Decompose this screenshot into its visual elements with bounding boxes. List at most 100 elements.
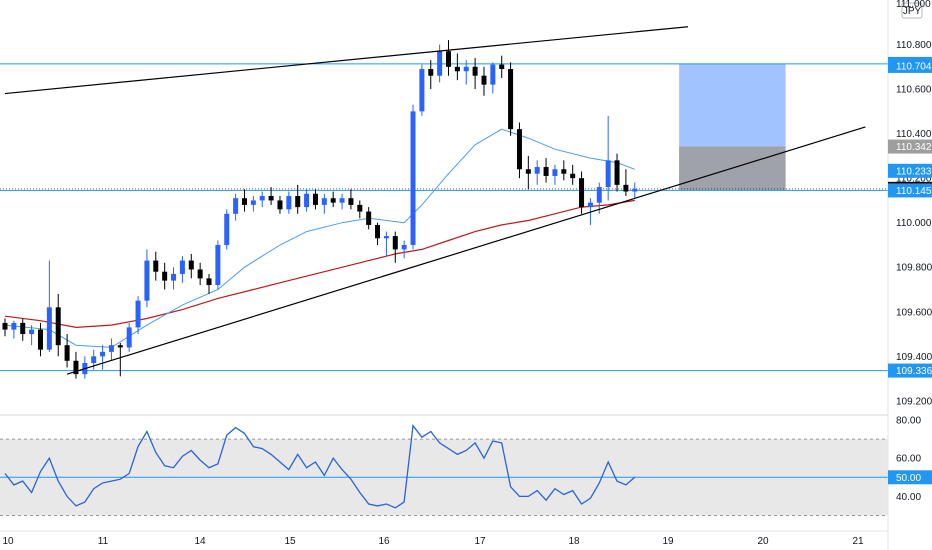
candle-body [383, 236, 389, 239]
price-axis[interactable]: JPY 80.00 60.00 40.00 110.800 110.600 110.400… [887, 0, 932, 550]
price-tick-label: 109.400 [896, 352, 932, 363]
candle-body [481, 75, 487, 85]
currency-badge[interactable] [901, 2, 923, 19]
candle-body [250, 200, 256, 205]
candle-body [579, 178, 585, 208]
candle-body [339, 198, 345, 203]
candle-body [188, 260, 194, 270]
candle-body [153, 260, 159, 272]
candle-body [490, 64, 496, 85]
candle-body [91, 356, 97, 364]
candle-body [46, 307, 52, 350]
candle-body [499, 64, 505, 70]
currency-label: JPY [903, 6, 922, 17]
trend-lines[interactable] [4, 26, 866, 375]
rsi-tick-label: 80.00 [896, 416, 921, 427]
price-tag-label: 110.342 [896, 142, 932, 153]
price-tick-label: 110.800 [896, 40, 932, 51]
candle-body [437, 51, 443, 76]
time-tick-label: 18 [568, 536, 580, 547]
candle-body [117, 345, 123, 348]
candle-body [268, 195, 274, 201]
rsi-tick-label: 40.00 [896, 492, 921, 503]
time-tick-label: 14 [194, 536, 206, 547]
time-tick-label: 15 [284, 536, 296, 547]
candle-body [348, 198, 354, 205]
time-tick-label: 10 [2, 536, 14, 547]
candle-body [179, 260, 185, 274]
candle-body [472, 66, 478, 76]
lower-trendline[interactable] [66, 126, 866, 375]
candle-body [463, 66, 469, 72]
rsi-value-tag [888, 470, 932, 485]
candle-body [100, 351, 106, 357]
moving-averages [4, 128, 635, 348]
candle-body [525, 169, 531, 174]
candlesticks [2, 40, 638, 379]
ma-fast-line [4, 128, 635, 348]
candle-body [197, 269, 203, 279]
candle-body [366, 211, 372, 225]
candle-body [162, 271, 168, 281]
candle-body [605, 160, 611, 188]
candle-body [233, 198, 239, 214]
candle-body [321, 198, 327, 205]
price-tag [888, 183, 932, 198]
candle-body [135, 300, 141, 328]
candle-body [241, 198, 247, 205]
candle-body [312, 193, 318, 205]
candle-body [259, 195, 265, 201]
rsi-tick-label: 60.00 [896, 454, 921, 465]
candle-body [508, 69, 514, 130]
candle-body [587, 202, 593, 208]
candle-body [171, 273, 177, 281]
rsi-panel [0, 424, 888, 516]
candle-body [144, 260, 150, 301]
candle-body [401, 244, 407, 250]
time-tick-label: 20 [757, 536, 769, 547]
candle-body [29, 329, 35, 335]
price-tag-label: 109.336 [896, 366, 932, 377]
rsi-line [4, 424, 636, 509]
price-tick-label: 111.000 [896, 0, 931, 10]
upper-trendline[interactable] [4, 26, 689, 95]
candle-body [286, 195, 292, 210]
candle-body [73, 360, 79, 375]
candle-body [392, 236, 398, 250]
candle-body [446, 51, 451, 67]
candle-body [454, 66, 460, 72]
candle-body [11, 322, 17, 330]
price-tag [888, 139, 932, 154]
candle-body [428, 69, 434, 76]
candle-body [37, 329, 43, 350]
horizontal-levels[interactable] [0, 63, 888, 372]
candle-body [570, 173, 576, 179]
candle-body [375, 224, 381, 239]
candle-body [534, 167, 540, 174]
position-zones[interactable] [679, 63, 786, 191]
price-tag [888, 58, 932, 73]
ma-slow-line [4, 199, 635, 329]
time-tick-label: 17 [474, 536, 486, 547]
candle-body [632, 188, 638, 192]
candle-body [516, 129, 522, 170]
time-tick-label: 11 [98, 536, 109, 547]
time-axis[interactable]: 10 11 14 15 16 17 18 19 20 21 [0, 530, 888, 547]
time-tick-label: 21 [852, 536, 864, 547]
time-tick-label: 16 [378, 536, 390, 547]
price-tick-label: 109.800 [896, 263, 932, 274]
candle-body [419, 69, 425, 112]
candle-body [108, 345, 114, 352]
price-tick-label: 109.200 [896, 396, 932, 407]
price-tag-label: 110.704 [896, 61, 932, 72]
price-axis-background [888, 0, 932, 550]
price-tag-label: 110.145 [896, 186, 932, 197]
candle-body [330, 198, 336, 203]
candle-body [561, 169, 567, 174]
price-tag [888, 363, 932, 378]
price-tick-label: 110.600 [896, 85, 932, 96]
price-tag-label: 110.233 [896, 166, 932, 177]
candle-body [64, 345, 70, 361]
price-tick-label: 110.400 [896, 129, 932, 140]
